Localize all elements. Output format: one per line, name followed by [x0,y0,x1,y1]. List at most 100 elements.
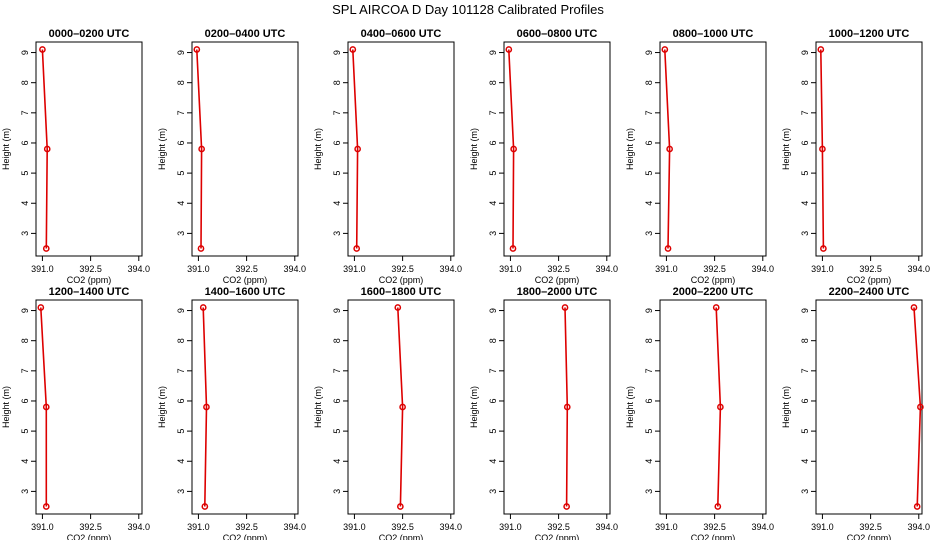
y-axis-label: Height (m) [625,386,635,428]
y-tick-label: 4 [20,201,30,206]
x-tick-label: 391.0 [655,522,678,532]
data-point [917,403,924,411]
panel: 0400–0600 UTC 391.0 392.5 394.0 3 4 5 6 7 8 9 CO2 (… [313,28,462,285]
data-point [666,145,673,153]
x-tick-label: 391.0 [31,264,54,274]
y-tick-label: 5 [176,429,186,434]
x-axis-label: CO2 (ppm) [535,275,580,285]
data-point [354,145,361,153]
y-tick-label: 8 [488,338,498,343]
profile-line [40,307,48,507]
panel: 0800–1000 UTC 391.0 392.5 394.0 3 4 5 6 7 8 9 CO2 (… [625,28,774,285]
y-tick-label: 4 [20,459,30,464]
y-tick-label: 8 [800,338,810,343]
plot-frame [191,41,299,257]
x-tick-label: 394.0 [908,264,931,274]
y-tick-label: 4 [332,201,342,206]
y-tick-label: 9 [332,50,342,55]
profile-line [715,307,722,507]
x-tick-label: 392.5 [859,522,882,532]
y-tick-label: 8 [644,80,654,85]
data-point [353,245,361,252]
y-tick-label: 6 [800,140,810,145]
y-tick-label: 6 [176,398,186,403]
data-point [510,145,517,153]
panel-title: 2000–2200 UTC [673,286,754,298]
y-tick-label: 6 [488,398,498,403]
x-tick-label: 392.5 [547,522,570,532]
data-point [712,304,720,311]
y-tick-label: 4 [176,201,186,206]
y-axis-label: Height (m) [157,128,167,170]
profile-line [913,307,922,507]
y-tick-label: 4 [176,459,186,464]
panel: 2000–2200 UTC 391.0 392.5 394.0 3 4 5 6 7 8 9 CO2 (… [625,286,774,540]
y-tick-label: 9 [332,308,342,313]
x-tick-label: 391.0 [187,264,210,274]
y-axis-label: Height (m) [625,128,635,170]
x-tick-label: 392.5 [79,264,102,274]
y-tick-label: 3 [332,489,342,494]
x-tick-label: 394.0 [284,522,307,532]
x-tick-label: 391.0 [187,522,210,532]
y-tick-label: 5 [800,429,810,434]
plot-frame [815,41,923,257]
y-tick-label: 3 [800,489,810,494]
y-tick-label: 5 [20,171,30,176]
data-point [505,46,513,53]
y-tick-label: 8 [332,80,342,85]
data-point [563,503,570,510]
data-point [714,503,722,510]
x-tick-label: 394.0 [128,522,151,532]
y-tick-label: 3 [644,231,654,236]
plot-frame [35,41,143,257]
y-tick-label: 9 [20,308,30,313]
y-tick-label: 5 [800,171,810,176]
y-tick-label: 8 [20,338,30,343]
y-tick-label: 8 [800,80,810,85]
x-tick-label: 392.5 [547,264,570,274]
y-tick-label: 5 [176,171,186,176]
figure-title: SPL AIRCOA D Day 101128 Calibrated Profi… [332,2,604,17]
y-tick-label: 6 [20,398,30,403]
x-tick-label: 391.0 [343,264,366,274]
y-tick-label: 6 [644,398,654,403]
y-axis-label: Height (m) [469,128,479,170]
y-tick-label: 7 [332,368,342,373]
data-point [661,46,669,53]
profile-line [508,49,515,249]
y-tick-label: 4 [488,201,498,206]
y-tick-label: 9 [488,308,498,313]
y-axis-label: Height (m) [1,386,11,428]
panel: 1600–1800 UTC 391.0 392.5 394.0 3 4 5 6 7 8 9 CO2 (… [313,286,462,540]
y-tick-label: 4 [488,459,498,464]
data-point [817,46,825,53]
y-tick-label: 3 [20,489,30,494]
profile-line [397,307,404,507]
x-tick-label: 394.0 [128,264,151,274]
y-tick-label: 8 [176,80,186,85]
y-axis-label: Height (m) [313,386,323,428]
panel-title: 1600–1800 UTC [361,286,442,298]
panel: 1800–2000 UTC 391.0 392.5 394.0 3 4 5 6 7 8 9 CO2 (… [469,286,618,540]
x-tick-label: 392.5 [391,522,414,532]
y-tick-label: 3 [332,231,342,236]
y-tick-label: 4 [800,459,810,464]
y-tick-label: 6 [488,140,498,145]
data-point [37,304,45,311]
x-axis-label: CO2 (ppm) [847,275,892,285]
x-tick-label: 394.0 [440,264,463,274]
data-point [39,46,46,53]
y-tick-label: 6 [332,398,342,403]
y-tick-label: 7 [176,110,186,115]
y-tick-label: 7 [20,110,30,115]
y-axis-label: Height (m) [1,128,11,170]
panel: 1400–1600 UTC 391.0 392.5 394.0 3 4 5 6 7 8 9 CO2 (… [157,286,306,540]
data-point [198,145,205,153]
x-tick-label: 391.0 [811,522,834,532]
y-tick-label: 5 [332,171,342,176]
panel-title: 0000–0200 UTC [49,28,130,40]
plot-frame [815,299,923,515]
x-axis-label: CO2 (ppm) [223,533,268,540]
y-tick-label: 5 [20,429,30,434]
